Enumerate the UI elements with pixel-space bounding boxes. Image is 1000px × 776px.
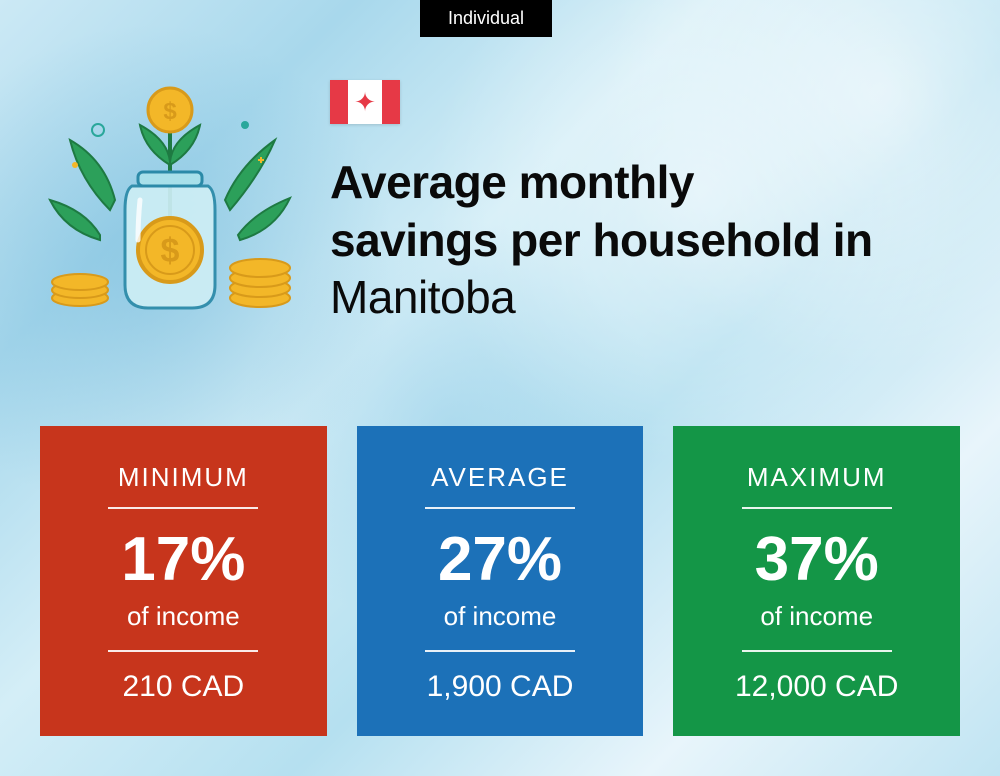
card-label: AVERAGE	[381, 462, 620, 509]
card-subtext: of income	[64, 601, 303, 652]
card-label: MINIMUM	[64, 462, 303, 509]
stat-card-maximum: MAXIMUM 37% of income 12,000 CAD	[673, 426, 960, 736]
card-subtext: of income	[381, 601, 620, 652]
canada-flag-icon: ✦	[330, 80, 400, 124]
stat-card-average: AVERAGE 27% of income 1,900 CAD	[357, 426, 644, 736]
title-line-1: Average monthly	[330, 156, 694, 208]
card-amount: 210 CAD	[64, 670, 303, 704]
card-label: MAXIMUM	[697, 462, 936, 509]
header-section: $ $ ✦ Average monthly savings per househ…	[40, 70, 960, 330]
card-percent: 27%	[381, 529, 620, 591]
card-amount: 1,900 CAD	[381, 670, 620, 704]
title-block: ✦ Average monthly savings per household …	[330, 70, 960, 327]
card-subtext: of income	[697, 601, 936, 652]
title-line-2: savings per household in	[330, 214, 873, 266]
stat-cards: MINIMUM 17% of income 210 CAD AVERAGE 27…	[40, 426, 960, 736]
svg-text:$: $	[161, 232, 180, 270]
region-name: Manitoba	[330, 271, 515, 323]
svg-text:$: $	[163, 98, 177, 125]
stat-card-minimum: MINIMUM 17% of income 210 CAD	[40, 426, 327, 736]
category-tab: Individual	[420, 0, 552, 37]
card-percent: 37%	[697, 529, 936, 591]
page-title: Average monthly savings per household in…	[330, 154, 960, 327]
card-percent: 17%	[64, 529, 303, 591]
savings-jar-illustration: $ $	[40, 70, 300, 330]
card-amount: 12,000 CAD	[697, 670, 936, 704]
